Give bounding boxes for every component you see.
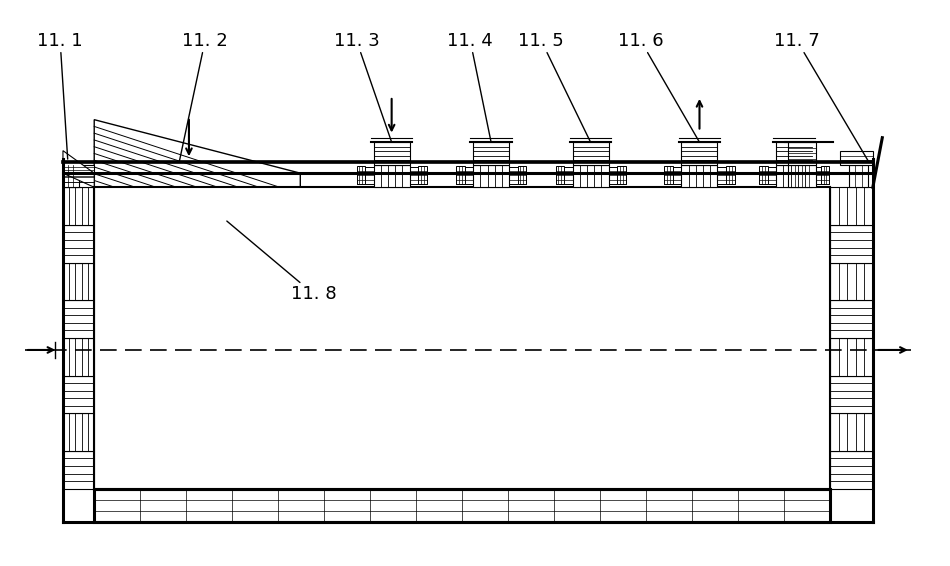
Bar	[418, 166, 427, 184]
Bar	[849, 165, 868, 187]
Bar	[726, 166, 734, 184]
Bar	[830, 300, 873, 338]
Bar	[830, 413, 873, 451]
Bar	[812, 167, 829, 184]
Bar	[830, 263, 873, 300]
Bar	[830, 225, 873, 263]
Bar	[63, 413, 94, 451]
Bar	[830, 338, 873, 376]
Bar	[681, 165, 717, 187]
Bar	[776, 142, 812, 165]
Bar	[830, 376, 873, 413]
Bar	[373, 142, 409, 165]
Bar	[473, 142, 509, 165]
Bar	[63, 376, 94, 413]
Polygon shape	[63, 151, 94, 187]
Text: 11. 5: 11. 5	[519, 32, 591, 142]
Bar	[664, 167, 681, 184]
Bar	[409, 167, 427, 184]
Text: 11. 4: 11. 4	[447, 32, 493, 142]
Bar	[356, 167, 373, 184]
Bar	[681, 142, 717, 165]
Bar	[556, 167, 573, 184]
Bar	[63, 187, 94, 225]
Bar	[356, 166, 365, 184]
Bar	[456, 167, 473, 184]
Bar	[776, 165, 812, 187]
Bar	[63, 225, 94, 263]
Bar	[759, 167, 776, 184]
Bar	[573, 142, 609, 165]
Bar	[63, 300, 94, 338]
Bar	[830, 451, 873, 488]
Bar	[63, 165, 94, 187]
Bar	[759, 166, 768, 184]
Polygon shape	[94, 119, 300, 187]
Text: 11. 8: 11. 8	[227, 221, 337, 303]
Text: 11. 2: 11. 2	[180, 32, 228, 161]
Bar	[788, 142, 816, 165]
Bar	[664, 166, 673, 184]
Bar	[821, 166, 829, 184]
Text: 11. 3: 11. 3	[333, 32, 391, 142]
Text: 11. 1: 11. 1	[37, 32, 83, 159]
Bar	[94, 488, 830, 522]
Bar	[473, 165, 509, 187]
Bar	[518, 166, 526, 184]
Bar	[788, 165, 816, 187]
Bar	[830, 187, 873, 225]
Bar	[556, 166, 564, 184]
Bar	[456, 166, 465, 184]
Bar	[63, 451, 94, 488]
Bar	[573, 165, 609, 187]
Text: 11. 7: 11. 7	[774, 32, 868, 161]
Bar	[840, 151, 873, 165]
Bar	[618, 166, 626, 184]
Text: 11. 6: 11. 6	[618, 32, 699, 142]
Bar	[373, 165, 409, 187]
Bar	[63, 263, 94, 300]
Bar	[63, 338, 94, 376]
Bar	[63, 165, 79, 187]
Bar	[509, 167, 526, 184]
Bar	[717, 167, 734, 184]
Bar	[609, 167, 626, 184]
